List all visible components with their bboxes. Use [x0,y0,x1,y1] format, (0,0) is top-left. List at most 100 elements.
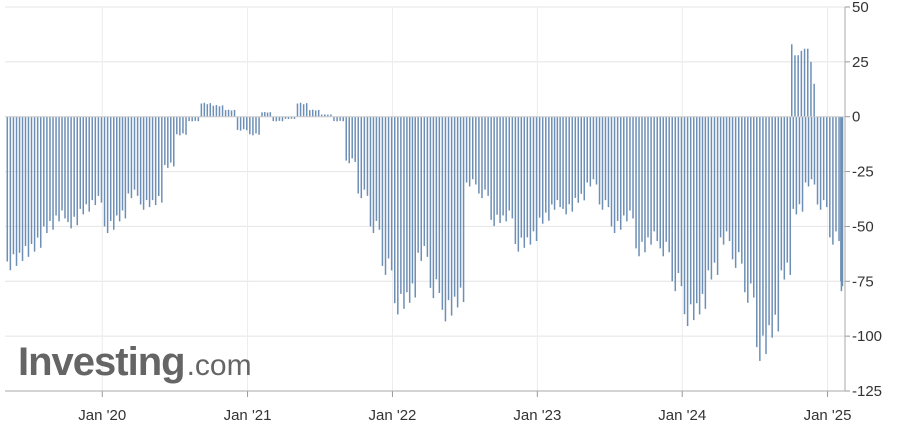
bar [565,116,567,215]
bar [435,116,438,280]
bar [403,116,405,309]
bar [641,116,643,242]
bar [792,116,795,209]
bar [272,116,275,122]
bar [49,116,51,221]
bar [191,116,193,122]
bar [800,50,803,117]
bar [716,116,719,275]
bar [810,61,812,117]
bar [363,116,366,190]
x-axis-tick-labels: Jan '20 Jan '21 Jan '22 Jan '23 Jan '24 Jan '… [78,407,851,424]
bar [314,110,317,117]
bar [324,114,326,117]
bar [406,116,408,293]
bar [164,116,166,165]
bar [794,55,796,117]
bar [157,116,160,196]
bar [825,116,828,208]
bar [224,110,227,117]
bar [616,116,619,221]
bar [626,116,628,222]
bar [429,116,432,288]
bar [665,116,667,242]
bar [12,116,15,255]
bar [619,116,622,230]
bar [354,116,356,162]
bar [589,116,592,187]
x-tick-label: Jan '24 [658,407,706,424]
bar [744,116,746,293]
bar [305,103,308,117]
bar [43,116,45,227]
bar [390,116,393,271]
bar [227,109,230,117]
bar [604,116,607,201]
bar [659,116,662,249]
bar [526,116,529,238]
bar [351,116,353,159]
bar [713,116,716,263]
bar [689,116,692,305]
bar [194,116,197,121]
bar [813,83,815,117]
bar [64,116,66,219]
bar [246,116,248,131]
bar [420,116,422,261]
bar [414,116,416,298]
bar [635,116,637,249]
bar [674,116,677,292]
watermark: Investing.com [18,340,252,384]
bar [339,116,341,121]
bar [417,116,419,253]
bar [296,103,299,117]
bar [378,116,381,230]
bar [693,116,695,321]
bar [653,116,655,232]
bar [759,116,761,361]
bar [103,116,106,227]
bar [650,116,652,245]
bar [197,116,200,122]
bar [780,116,783,271]
bar [747,116,749,303]
bar [750,116,752,284]
bar [94,116,97,206]
bar [252,116,254,136]
bar [725,116,728,232]
bar [803,48,806,117]
bar [680,116,683,287]
bar [499,116,501,223]
bar [278,116,281,121]
bar [807,116,810,187]
bar [668,116,670,253]
bar [176,116,178,135]
bar [468,116,471,187]
bar [145,116,148,201]
bar [284,116,287,119]
bar [185,116,187,135]
bar [82,116,85,215]
bar [182,116,184,134]
bar [290,116,293,119]
bar [496,116,498,215]
bar [475,116,477,185]
y-tick-label: -50 [852,218,874,235]
bar [574,116,577,198]
bar [444,116,447,322]
bar [671,116,673,282]
bar [586,116,589,183]
y-tick-label: 25 [852,54,869,71]
bar [538,116,541,218]
bar [765,116,767,355]
bar [249,116,251,135]
bar [545,116,547,213]
bar [18,116,21,253]
bar [462,116,465,303]
bar [432,116,435,299]
bar [487,116,489,196]
bar [797,55,799,117]
bar [230,110,233,117]
x-tick-label: Jan '20 [78,407,126,424]
